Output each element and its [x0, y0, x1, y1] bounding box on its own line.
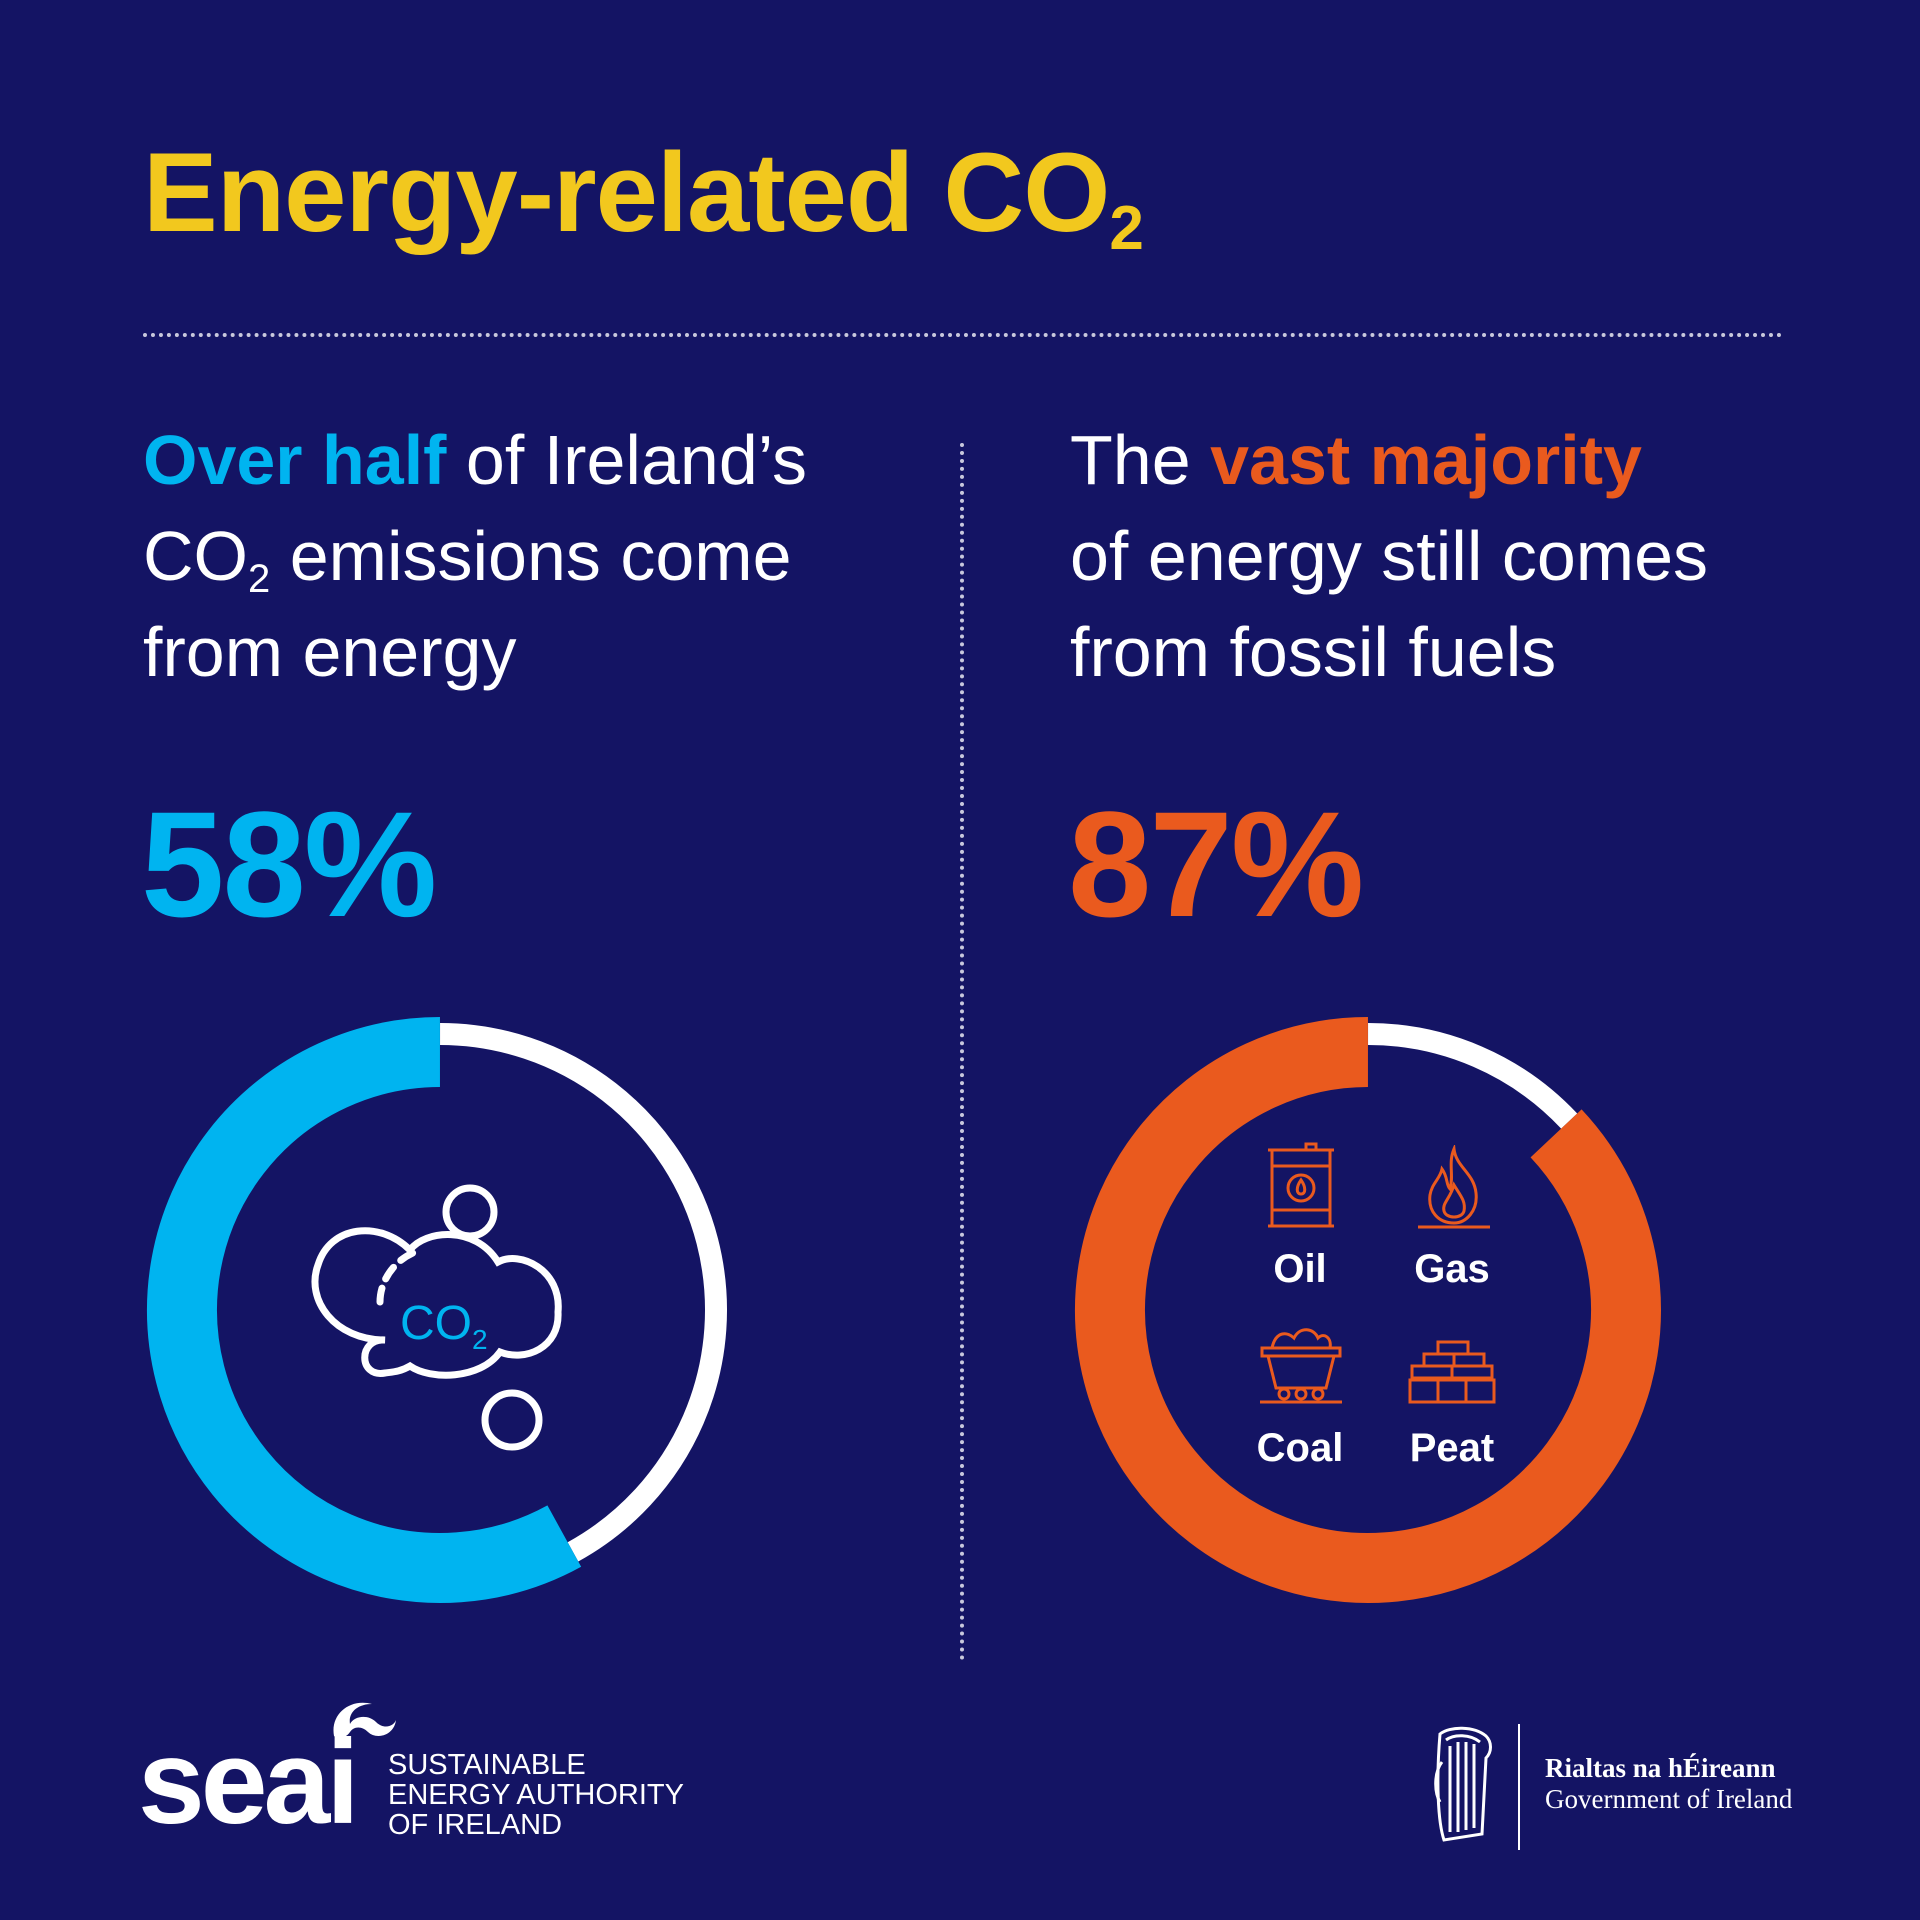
donut-0-value-segment	[147, 1017, 582, 1603]
donut-0-remainder-segment	[440, 1023, 727, 1562]
fuel-label-gas: Gas	[1414, 1247, 1490, 1291]
seai-logo: seai	[138, 1715, 360, 1849]
page-title: Energy-related CO2	[143, 130, 1144, 263]
coal-cart-icon	[1260, 1328, 1342, 1404]
harp-emblem-icon	[1434, 1726, 1492, 1842]
horizontal-divider	[143, 333, 1783, 337]
fuel-label-peat: Peat	[1409, 1426, 1495, 1470]
right-heading: The vast majority of energy still comes …	[1070, 421, 1709, 691]
fossil-fuel-donut	[1075, 1017, 1661, 1603]
donut-1-value-segment	[1075, 1017, 1661, 1603]
fuel-label-coal: Coal	[1256, 1426, 1344, 1470]
left-heading: Over half of Ireland’s CO2 emissions com…	[143, 421, 808, 691]
government-name-english: Government of Ireland	[1545, 1784, 1793, 1814]
fuel-label-oil: Oil	[1273, 1247, 1327, 1291]
seai-tagline: SUSTAINABLE ENERGY AUTHORITY OF IRELAND	[388, 1749, 684, 1841]
co2-label: CO2	[400, 1297, 488, 1355]
seai-swirl-icon	[333, 1702, 396, 1739]
right-percentage: 87%	[1068, 780, 1364, 948]
vertical-divider	[960, 443, 964, 1661]
oil-barrel-icon	[1268, 1142, 1334, 1228]
gas-flame-icon	[1418, 1145, 1490, 1229]
left-percentage: 58%	[141, 780, 437, 948]
right-heading-highlight: vast majority	[1210, 421, 1642, 499]
government-name-irish: Rialtas na hÉireann	[1545, 1753, 1776, 1783]
government-divider	[1518, 1724, 1520, 1850]
donut-1-remainder-segment	[1368, 1023, 1578, 1129]
peat-bricks-icon	[1408, 1340, 1496, 1404]
co2-cloud-icon	[311, 1184, 562, 1451]
left-heading-highlight: Over half	[143, 421, 447, 499]
energy-share-donut	[147, 1017, 727, 1603]
